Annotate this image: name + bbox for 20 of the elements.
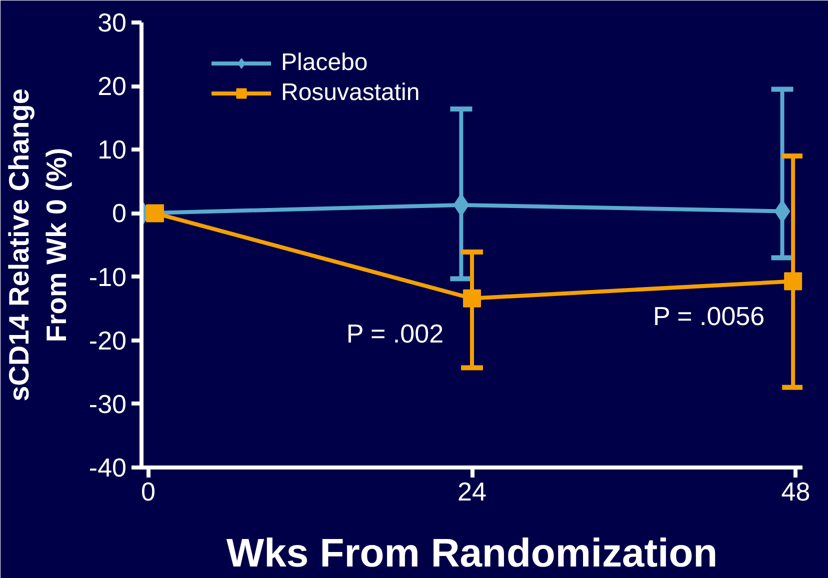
y-tick-label: -40 (88, 452, 126, 482)
y-tick-label: 10 (98, 134, 126, 165)
x-axis-title: Wks From Randomization (226, 532, 718, 576)
x-tick-label: 24 (458, 476, 486, 506)
legend-label: Rosuvastatin (281, 79, 420, 107)
y-tick-label: -30 (88, 388, 126, 419)
annotation: P = .002 (346, 318, 444, 348)
point (784, 272, 802, 290)
point (146, 204, 164, 222)
legend-label: Placebo (281, 49, 368, 77)
y-tick-label: 0 (112, 198, 127, 228)
x-tick-label: 0 (141, 476, 156, 506)
y-axis-title: sCD14 Relative Change From Wk 0 (%) (4, 88, 72, 402)
point (463, 289, 481, 308)
annotation: P = .0056 (653, 301, 765, 332)
x-tick-label: 48 (781, 476, 810, 506)
y-tick-label: 30 (98, 8, 126, 38)
y-tick-label: -20 (88, 325, 126, 356)
y-tick-label: 20 (98, 71, 126, 102)
y-tick-label: -10 (88, 262, 126, 292)
